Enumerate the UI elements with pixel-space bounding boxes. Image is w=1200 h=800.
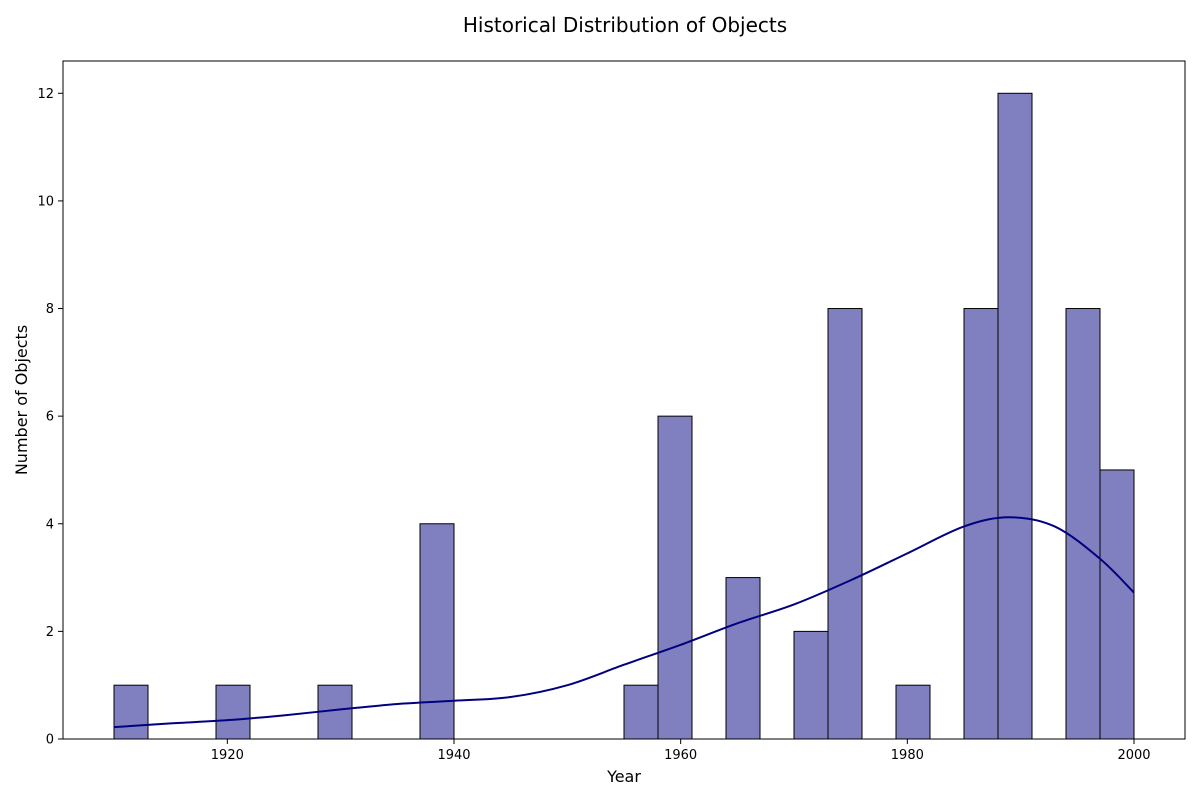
- histogram-bar: [997, 92, 1033, 740]
- x-tick-label: 1980: [891, 748, 924, 763]
- histogram-bar: [215, 684, 251, 740]
- y-axis-ticks: 0 2 4 6 8 10 12: [37, 87, 63, 748]
- y-tick-label: 2: [46, 625, 54, 640]
- x-tick-label: 1940: [437, 748, 470, 763]
- y-tick-label: 4: [46, 517, 54, 532]
- histogram-bar: [623, 684, 659, 740]
- y-tick-label: 12: [37, 87, 54, 102]
- histogram-bar: [419, 523, 455, 740]
- x-tick-label: 1920: [211, 748, 244, 763]
- x-axis-ticks: 1920 1940 1960 1980 2000: [211, 739, 1151, 763]
- histogram-bar: [1065, 308, 1101, 740]
- y-axis-label: Number of Objects: [12, 325, 31, 475]
- bars-layer: [113, 92, 1135, 740]
- histogram-bar: [895, 684, 931, 740]
- x-axis-label: Year: [606, 767, 641, 786]
- kde-curve: [113, 516, 1135, 729]
- histogram-bar: [1099, 469, 1135, 740]
- y-tick-label: 10: [37, 194, 54, 209]
- histogram-bar: [827, 308, 863, 740]
- x-tick-label: 2000: [1117, 748, 1150, 763]
- y-tick-label: 8: [46, 302, 54, 317]
- histogram-bar: [725, 577, 761, 740]
- y-tick-label: 0: [46, 733, 54, 748]
- histogram-bar: [657, 415, 693, 740]
- chart-title: Historical Distribution of Objects: [463, 13, 787, 37]
- x-tick-label: 1960: [664, 748, 697, 763]
- histogram-bar: [113, 684, 149, 740]
- y-tick-label: 6: [46, 410, 54, 425]
- histogram-bar: [793, 630, 829, 740]
- plot-frame: [62, 60, 1186, 740]
